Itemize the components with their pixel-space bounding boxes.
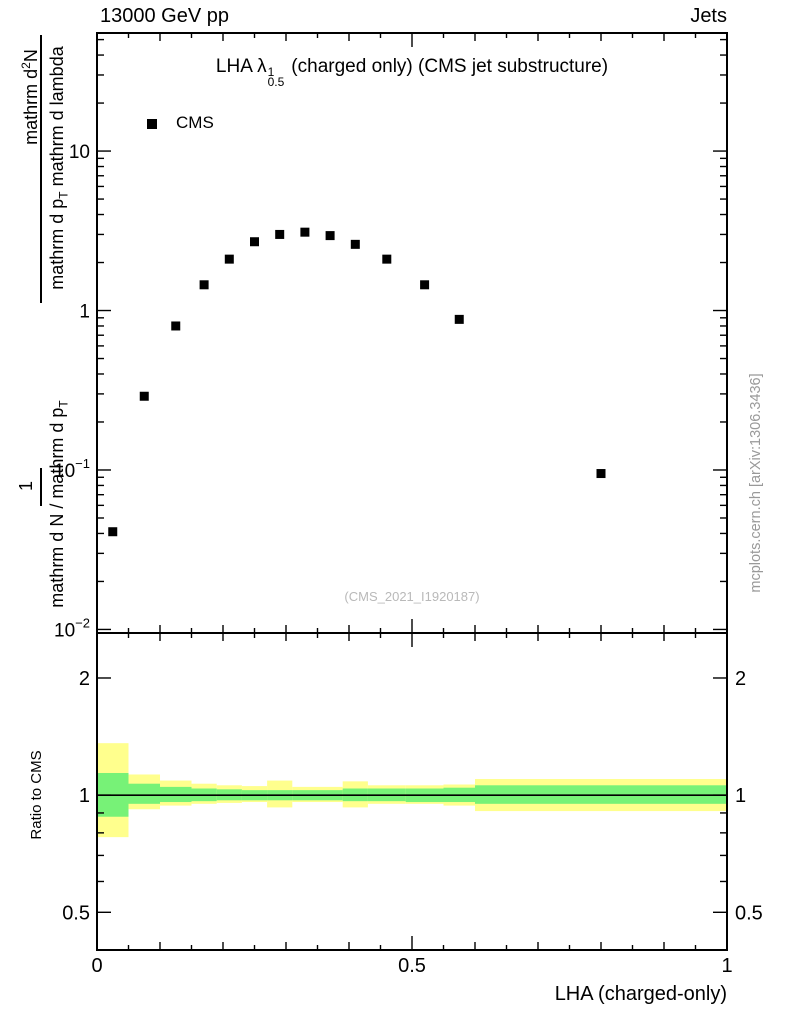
ylabel-f1den-sub: T [56,191,71,199]
title-lambda-indices: 1 0.5 [267,65,285,89]
y-axis-tick-exponent: −2 [75,615,90,630]
ylabel-f1num-text2: N [21,49,41,63]
ratio-tick-label-left: 2 [79,668,90,690]
ylabel-f1den-text2: mathrm d lambda [47,46,67,192]
title-prefix: LHA [215,56,258,77]
data-point [420,280,430,290]
y-axis-label-frac2-numerator: 1 [16,481,36,492]
x-axis-tick-label: 1 [721,955,732,977]
plot-title: LHA λ 1 0.5 (charged only) (CMS jet substru… [97,56,727,89]
y-axis-tick-label: 1 [79,302,90,323]
ratio-tick-label-left: 1 [79,785,90,807]
data-point [224,254,234,264]
data-point [250,237,259,247]
ratio-tick-label-right: 0.5 [735,902,763,924]
y-axis-label-frac2-denominator: mathrm d N / mathrm d pT [46,379,71,629]
data-point [199,280,209,290]
y-axis-tick-label: 10 [69,142,90,163]
title-suffix: (charged only) (CMS jet substructure) [291,56,609,77]
data-point [382,254,392,264]
ylabel-f2den-sub: T [56,400,71,408]
data-point [596,469,606,479]
ylabel-f1num-sup: 2 [19,62,33,69]
x-axis-tick-label: 0 [91,955,102,977]
watermark: (CMS_2021_I1920187) [344,589,480,604]
y-axis-label-frac1-denominator: mathrm d pT mathrm d lambda [46,33,71,303]
data-point [171,321,181,331]
data-point [350,239,360,249]
header-beam-energy: 13000 GeV pp [100,5,229,27]
ratio-band-inner [128,783,160,804]
ratio-tick-label-right: 1 [735,785,746,807]
ylabel-f1num-text: mathrm d [21,68,41,145]
ylabel-f2den-text: mathrm d N / mathrm d p [47,407,67,608]
data-point [454,314,464,324]
legend-marker-square [147,119,157,129]
ratio-y-axis-label: Ratio to CMS [28,750,45,840]
legend-label: CMS [176,113,214,132]
x-axis-tick-label: 0.5 [398,955,426,977]
ratio-tick-label-left: 0.5 [62,902,90,924]
data-point [325,231,335,241]
y-axis-label-frac1-numerator: mathrm d2N [15,37,41,157]
y-axis-tick-label: 10−2 [54,615,90,641]
data-point [300,227,310,237]
title-lambda: λ [257,56,267,77]
credit-text: mcplots.cern.ch [arXiv:1306.3436] [748,373,764,593]
title-lambda-sup: 1 [267,65,275,79]
y-axis-label-frac1-bar [40,35,42,303]
data-point [108,527,118,537]
x-axis-label: LHA (charged-only) [554,983,727,1005]
title-lambda-sub: 0.5 [267,75,285,89]
ratio-tick-label-right: 2 [735,668,746,690]
y-axis-label-frac2-bar [40,468,42,506]
data-point [275,229,285,239]
header-analysis-type: Jets [690,5,727,27]
ylabel-f1den-text: mathrm d p [47,198,67,290]
data-point [139,391,149,401]
y-axis-tick-exponent: −1 [75,456,90,471]
